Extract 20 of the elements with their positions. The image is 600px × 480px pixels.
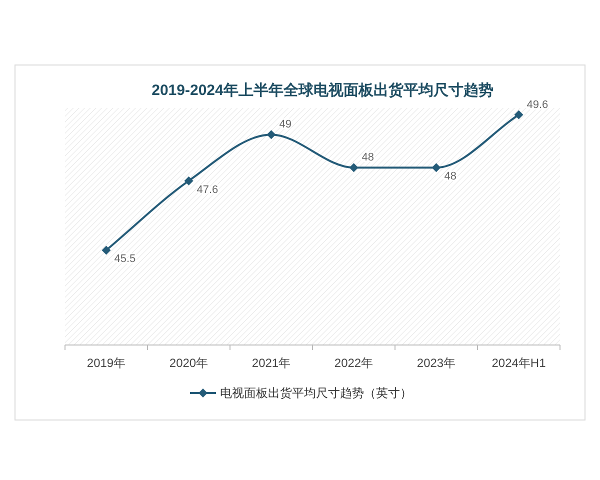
x-tick-label: 2024年H1 — [492, 356, 546, 370]
data-label: 48 — [444, 170, 456, 183]
chart-title: 2019-2024年上半年全球电视面板出货平均尺寸趋势 — [152, 82, 494, 99]
x-tick-label: 2019年 — [86, 356, 126, 370]
point — [266, 130, 276, 140]
point — [514, 110, 524, 120]
x-tick-label: 2020年 — [169, 356, 208, 370]
point — [432, 163, 441, 172]
point — [102, 246, 111, 255]
point — [184, 176, 194, 186]
data-label: 49 — [279, 118, 292, 131]
data-label: 48 — [362, 152, 374, 164]
data-label: 47.6 — [196, 184, 218, 196]
legend-label: 电视面板出货平均尺寸趋势（英寸） — [220, 386, 412, 400]
x-tick-label: 2022年 — [334, 356, 374, 370]
data-label: 45.5 — [114, 253, 136, 266]
x-tick-label: 2021年 — [252, 356, 291, 370]
data-label: 49.6 — [526, 98, 548, 111]
x-tick-label: 2023年 — [416, 356, 456, 370]
point — [349, 163, 358, 172]
